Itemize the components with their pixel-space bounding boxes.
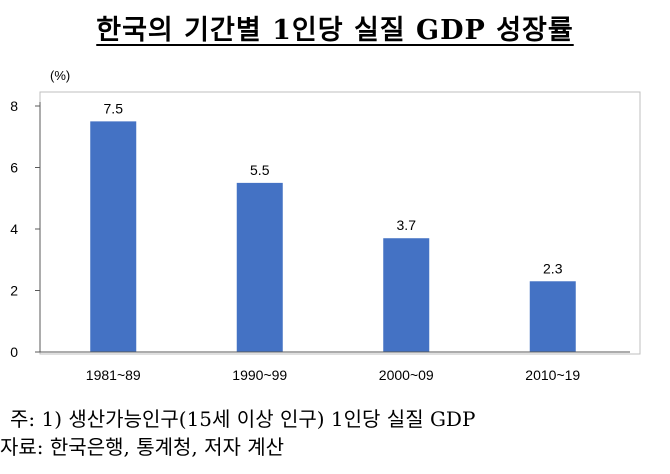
footnote: 주: 1) 생산가능인구(15세 이상 인구) 1인당 실질 GDP [10, 407, 476, 431]
x-tick-label: 2000~09 [379, 367, 434, 383]
data-label: 3.7 [397, 217, 417, 233]
bar [236, 182, 283, 352]
x-tick-label: 2010~19 [525, 367, 580, 383]
chart-title: 한국의 기간별 1인당 실질 GDP 성장률 [0, 8, 670, 47]
bar [529, 281, 576, 352]
bar [90, 121, 137, 352]
x-axis: 1981~89 1990~99 2000~09 2010~19 [40, 351, 630, 383]
chart-title-text: 한국의 기간별 1인당 실질 GDP 성장률 [96, 15, 574, 46]
y-tick-label: 6 [10, 160, 18, 176]
y-tick-label: 8 [10, 98, 18, 114]
y-tick-label: 4 [10, 221, 18, 237]
data-label: 5.5 [250, 162, 270, 178]
data-label: 2.3 [543, 260, 563, 276]
x-tick-label: 1981~89 [86, 367, 141, 383]
x-tick-label: 1990~99 [232, 367, 287, 383]
bar-chart: (%) 0 2 4 6 8 7.5 5.5 3.7 2.3 1981~89 1990~99 200… [10, 68, 641, 383]
y-tick-label: 0 [10, 344, 18, 360]
y-axis: 0 2 4 6 8 [10, 98, 41, 360]
y-tick-label: 2 [10, 283, 18, 299]
data-label: 7.5 [104, 100, 124, 116]
bars: 7.5 5.5 3.7 2.3 [90, 100, 576, 352]
y-unit-label: (%) [50, 68, 70, 83]
bar [383, 238, 430, 352]
source-note: 자료: 한국은행, 통계청, 저자 계산 [0, 435, 285, 459]
